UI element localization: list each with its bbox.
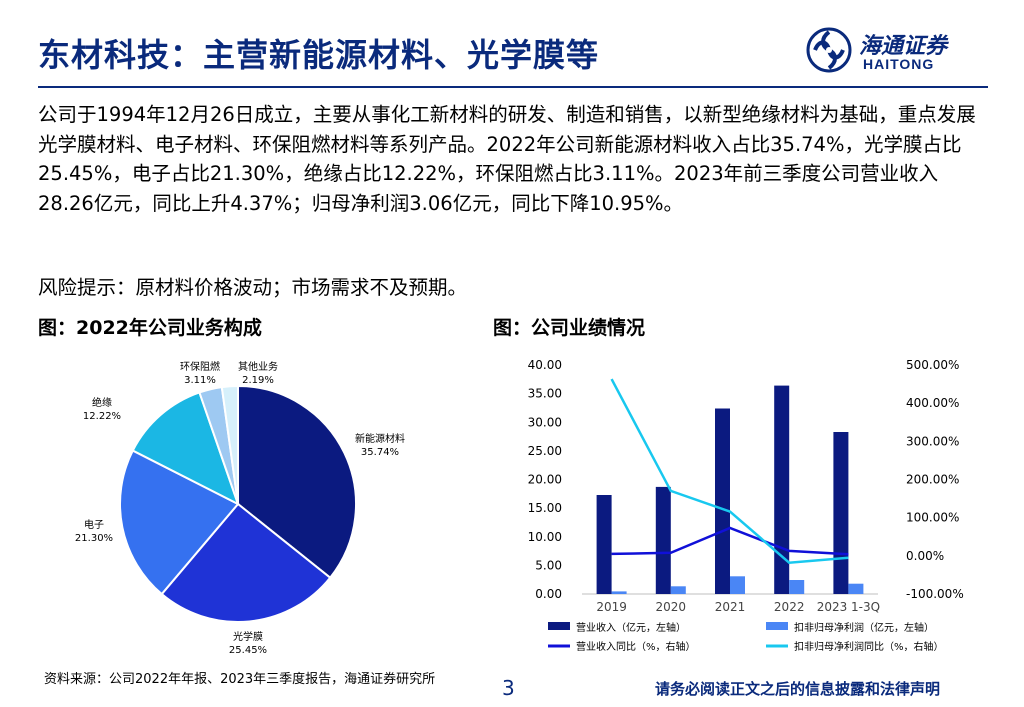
business-composition-pie-chart: 新能源材料 35.74% 光学膜 25.45% 电子 21.30% 绝缘 12.22% 环保阻燃…	[75, 360, 405, 656]
haitong-logo: 海通证券 HAITONG	[803, 26, 993, 74]
source-note: 资料来源：公司2022年年报、2023年三季度报告，海通证券研究所	[44, 672, 436, 687]
right-axis-tick: 200.00%	[906, 473, 959, 487]
pie-label-name: 绝缘	[92, 396, 112, 409]
legend-label-1: 扣非归母净利润（亿元，左轴）	[794, 621, 934, 634]
legal-disclaimer: 请务必阅读正文之后的信息披露和法律声明	[655, 680, 941, 698]
bar-1-0	[611, 591, 627, 594]
page-title: 东材科技：主营新能源材料、光学膜等	[38, 36, 600, 74]
x-axis-tick: 2023 1-3Q	[817, 600, 880, 614]
title-divider	[38, 86, 988, 88]
bar-figure-title: 图：公司业绩情况	[493, 317, 646, 339]
right-axis-tick: -100.00%	[906, 587, 964, 601]
right-axis-tick: 100.00%	[906, 511, 959, 525]
left-axis-tick: 5.00	[535, 558, 562, 572]
bar-1-3	[789, 580, 805, 594]
pie-label-name: 环保阻燃	[180, 360, 220, 373]
bar-1-2	[730, 576, 745, 594]
bar-1-1	[670, 586, 686, 594]
left-axis-tick: 40.00	[528, 358, 562, 372]
left-axis-tick: 15.00	[528, 501, 562, 515]
pie-slice-5	[220, 384, 239, 505]
left-axis-tick: 20.00	[528, 473, 562, 487]
pie-figure-title: 图：2022年公司业务构成	[38, 317, 262, 339]
bar-0-1	[655, 486, 671, 594]
line-series-1	[610, 378, 849, 564]
legend-swatch-0	[548, 622, 570, 630]
company-overview-paragraph: 公司于1994年12月26日成立，主要从事化工新材料的研发、制造和销售，以新型绝…	[38, 103, 976, 215]
pie-label-value: 25.45%	[229, 645, 267, 656]
logo-english-text: HAITONG	[863, 56, 935, 72]
pie-label-value: 3.11%	[184, 375, 216, 386]
bar-1-4	[848, 583, 864, 594]
pie-label-value: 35.74%	[361, 447, 399, 458]
pie-label-value: 2.19%	[242, 375, 274, 386]
right-axis-tick: 500.00%	[906, 358, 959, 372]
x-axis-tick: 2021	[715, 600, 746, 614]
x-axis-tick: 2020	[656, 600, 687, 614]
bar-0-4	[833, 432, 849, 594]
pie-label-name: 新能源材料	[355, 432, 405, 445]
pie-label-name: 其他业务	[238, 360, 278, 373]
left-axis-tick: 35.00	[528, 387, 562, 401]
left-axis-tick: 25.00	[528, 444, 562, 458]
left-axis-tick: 0.00	[535, 587, 562, 601]
logo-chinese-text: 海通证券	[859, 33, 948, 59]
legend-swatch-1	[766, 622, 788, 630]
pie-slice-1	[160, 502, 332, 623]
left-axis-tick: 10.00	[528, 530, 562, 544]
page-number: 3	[502, 676, 515, 700]
pie-label-value: 21.30%	[75, 533, 113, 544]
x-axis-tick: 2019	[596, 600, 627, 614]
right-axis-tick: 300.00%	[906, 434, 959, 448]
legend-label-2: 营业收入同比（%，右轴）	[576, 640, 696, 653]
pie-label-name: 电子	[84, 518, 104, 531]
right-axis-tick: 400.00%	[906, 396, 959, 410]
left-axis-tick: 30.00	[528, 415, 562, 429]
haitong-logo-icon	[806, 27, 852, 73]
legend-label-0: 营业收入（亿元，左轴）	[576, 621, 686, 634]
pie-slice-0	[237, 384, 357, 580]
x-axis-tick: 2022	[774, 600, 805, 614]
pie-label-value: 12.22%	[83, 411, 121, 422]
bar-0-2	[715, 408, 730, 594]
performance-combo-chart: 0.00 5.00 10.00 15.00 20.00 25.00 30.00 35.00 40…	[528, 358, 964, 653]
bar-0-0	[596, 495, 612, 594]
legend-label-3: 扣非归母净利润同比（%，右轴）	[794, 640, 944, 653]
pie-label-name: 光学膜	[233, 630, 263, 643]
line-series-0	[611, 526, 849, 556]
bar-0-3	[774, 385, 790, 594]
pie-slice-3	[131, 391, 240, 507]
pie-slice-2	[119, 449, 240, 596]
risk-warning: 风险提示：原材料价格波动；市场需求不及预期。	[38, 276, 468, 299]
right-axis-tick: 0.00%	[906, 549, 944, 563]
